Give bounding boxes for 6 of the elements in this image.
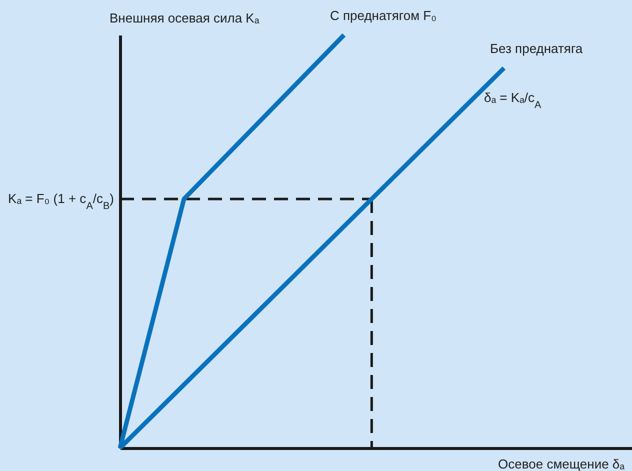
- ref-line-label: Kₐ = F₀ (1 + c$_{A}$/c$_{B}$): [8, 190, 114, 212]
- y-axis-title: Внешняя осевая сила Kₐ: [110, 10, 260, 26]
- annotation: δₐ = Kₐ/c$_{A}$: [484, 90, 542, 110]
- series-label: Без преднатяга: [490, 41, 584, 56]
- series-label: С преднатягом F₀: [330, 8, 436, 23]
- x-axis-title: Осевое смещение δₐ: [498, 456, 625, 471]
